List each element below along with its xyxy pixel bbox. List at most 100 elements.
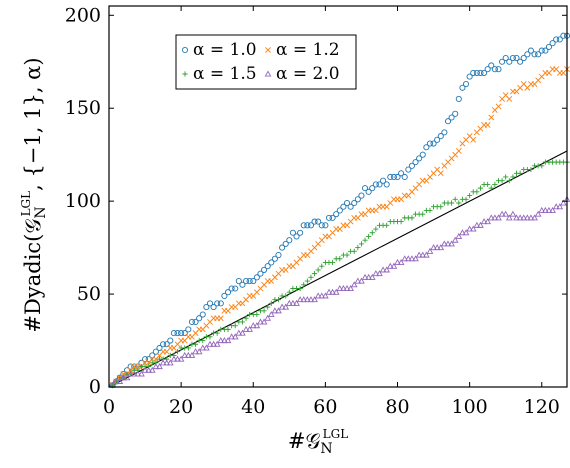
data-point bbox=[192, 341, 199, 347]
data-point bbox=[264, 263, 271, 270]
data-point bbox=[394, 258, 401, 266]
data-point bbox=[434, 136, 441, 143]
data-point bbox=[344, 252, 350, 258]
data-point bbox=[509, 210, 517, 217]
data-point bbox=[492, 181, 498, 188]
data-point bbox=[541, 206, 549, 213]
data-point bbox=[517, 58, 524, 65]
data-point bbox=[214, 330, 220, 336]
data-point bbox=[178, 330, 185, 337]
data-point bbox=[329, 214, 336, 221]
data-point bbox=[545, 43, 553, 50]
data-point bbox=[170, 355, 178, 362]
data-point bbox=[444, 118, 452, 125]
data-point bbox=[322, 222, 329, 229]
data-point bbox=[185, 326, 192, 333]
data-point bbox=[534, 210, 542, 217]
data-point bbox=[195, 348, 203, 355]
data-point bbox=[275, 251, 282, 259]
data-point bbox=[401, 255, 409, 262]
data-point bbox=[448, 114, 455, 121]
data-point bbox=[293, 233, 300, 240]
data-point bbox=[167, 337, 174, 344]
data-point bbox=[480, 218, 488, 225]
data-point bbox=[207, 334, 213, 340]
data-point bbox=[394, 173, 401, 181]
y-axis-label: #Dyadic(𝒢NLGL, {−1, 1}, α) bbox=[19, 57, 49, 332]
data-point bbox=[509, 54, 516, 62]
data-point bbox=[174, 355, 181, 362]
x-tick-label: 20 bbox=[169, 396, 193, 418]
data-point bbox=[398, 218, 404, 225]
data-point bbox=[282, 240, 289, 247]
data-point bbox=[340, 284, 347, 292]
data-point bbox=[254, 311, 260, 318]
data-point bbox=[278, 303, 286, 310]
data-point bbox=[333, 211, 340, 218]
x-axis-label: #𝒢NLGL bbox=[288, 427, 348, 457]
data-point bbox=[451, 236, 459, 243]
data-point bbox=[257, 318, 264, 325]
data-point bbox=[123, 374, 131, 381]
y-axis-title: #Dyadic(𝒢NLGL, {−1, 1}, α) bbox=[19, 57, 49, 332]
data-point bbox=[438, 204, 444, 210]
data-point bbox=[462, 229, 470, 236]
data-point bbox=[322, 292, 329, 299]
data-point bbox=[499, 178, 505, 184]
data-point bbox=[271, 307, 279, 314]
data-point bbox=[264, 314, 272, 321]
series-4 bbox=[109, 195, 570, 388]
data-point bbox=[145, 366, 153, 373]
data-point bbox=[300, 222, 307, 229]
data-point bbox=[275, 297, 282, 303]
data-point bbox=[250, 278, 257, 285]
x-tick-label: 120 bbox=[524, 396, 560, 418]
data-point bbox=[181, 330, 188, 337]
data-point bbox=[350, 281, 358, 288]
legend-label: α = 2.0 bbox=[276, 64, 340, 84]
data-point bbox=[325, 288, 333, 295]
data-point bbox=[419, 251, 427, 258]
data-point bbox=[354, 196, 361, 203]
data-point bbox=[459, 229, 466, 236]
data-point bbox=[477, 185, 484, 191]
data-point bbox=[491, 66, 498, 73]
data-point bbox=[303, 296, 311, 303]
data-point bbox=[300, 296, 308, 303]
data-point bbox=[506, 96, 513, 102]
data-point bbox=[433, 244, 441, 251]
data-point bbox=[358, 241, 365, 247]
axis-ticks: 0 20 40 60 80 100 120 0 50 100 150 200 bbox=[65, 4, 567, 418]
data-point bbox=[149, 352, 156, 359]
data-point bbox=[253, 322, 261, 329]
data-point bbox=[142, 356, 149, 363]
data-point bbox=[235, 329, 243, 336]
data-point bbox=[279, 244, 286, 251]
data-point bbox=[527, 47, 534, 54]
data-point bbox=[166, 359, 174, 366]
data-point bbox=[148, 366, 156, 373]
data-point bbox=[549, 40, 556, 47]
data-point bbox=[380, 177, 387, 184]
data-point bbox=[261, 266, 268, 273]
data-point bbox=[134, 370, 142, 377]
data-point bbox=[351, 199, 358, 207]
data-point bbox=[373, 226, 379, 232]
plot-frame bbox=[108, 5, 568, 388]
data-point bbox=[239, 329, 246, 336]
y-tick-label: 0 bbox=[89, 376, 101, 398]
legend: α = 1.0 α = 1.2 α = 1.5 α = 2.0 bbox=[175, 34, 357, 90]
data-point bbox=[505, 214, 513, 221]
data-point bbox=[552, 203, 560, 210]
data-point bbox=[531, 214, 538, 221]
data-point bbox=[491, 214, 499, 221]
data-point bbox=[343, 284, 351, 292]
data-point bbox=[473, 69, 480, 76]
y-tick-label: 50 bbox=[77, 283, 101, 305]
data-point bbox=[560, 32, 567, 39]
data-point bbox=[311, 218, 318, 225]
data-point bbox=[141, 366, 149, 373]
data-point bbox=[361, 273, 369, 280]
data-point bbox=[539, 163, 545, 169]
data-point bbox=[267, 310, 275, 318]
